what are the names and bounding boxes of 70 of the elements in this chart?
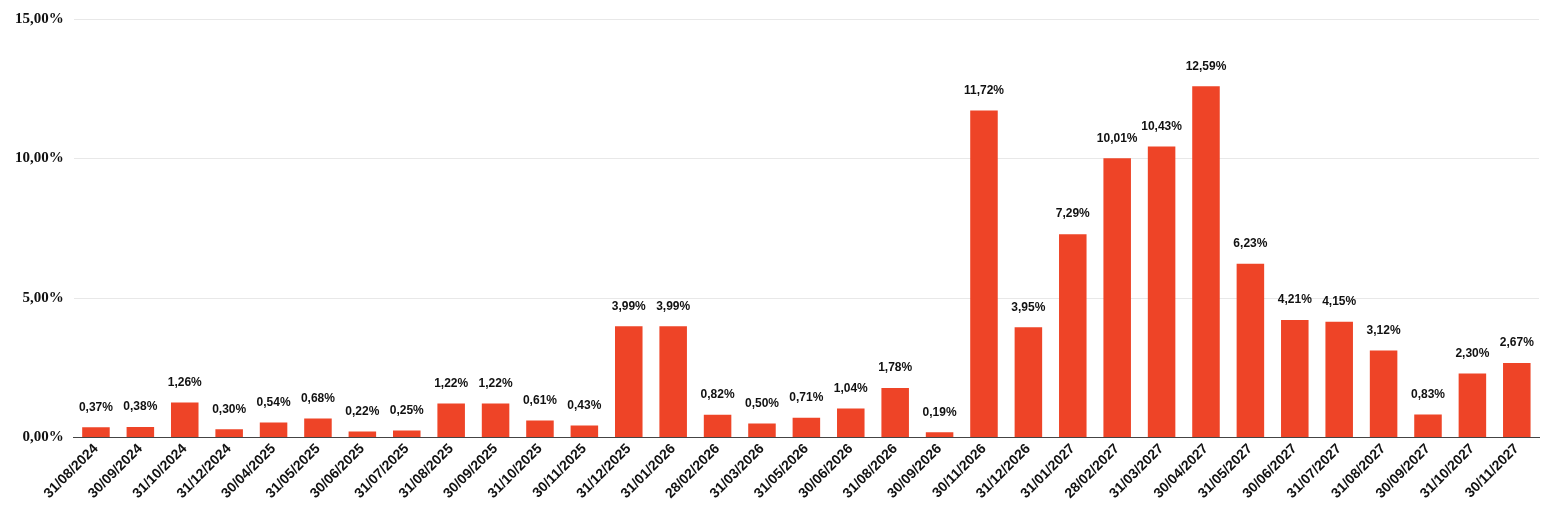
data-label: 4,15% bbox=[1322, 294, 1357, 309]
y-tick-label: 15,00% bbox=[15, 9, 64, 26]
bar bbox=[659, 326, 687, 438]
data-label: 7,29% bbox=[1055, 206, 1091, 221]
bar bbox=[1369, 350, 1398, 438]
bar bbox=[881, 387, 909, 438]
data-label: 0,71% bbox=[789, 390, 824, 405]
data-label: 0,30% bbox=[212, 401, 247, 416]
bar bbox=[215, 429, 243, 438]
bar bbox=[1281, 320, 1309, 438]
bar bbox=[570, 425, 599, 438]
data-label: 3,99% bbox=[656, 298, 691, 313]
data-label: 3,99% bbox=[611, 298, 647, 313]
bar bbox=[526, 420, 554, 438]
data-label: 0,83% bbox=[1410, 386, 1446, 401]
bar bbox=[82, 427, 110, 438]
bar bbox=[1147, 146, 1176, 438]
bar bbox=[348, 431, 377, 438]
bar bbox=[837, 408, 865, 438]
bar bbox=[1236, 263, 1265, 438]
bar bbox=[1103, 158, 1131, 438]
data-label: 10,43% bbox=[1141, 118, 1183, 133]
data-label: 0,50% bbox=[744, 395, 780, 410]
bar bbox=[703, 414, 732, 438]
bar bbox=[1192, 86, 1220, 438]
data-label: 1,26% bbox=[167, 374, 203, 389]
bar bbox=[1014, 327, 1043, 438]
data-label: 11,72% bbox=[963, 82, 1005, 97]
bar bbox=[925, 432, 954, 438]
bar bbox=[1059, 234, 1087, 438]
data-label: 0,68% bbox=[300, 390, 336, 405]
bar bbox=[1503, 363, 1531, 438]
y-tick-label: 10,00% bbox=[15, 149, 64, 166]
y-tick-label: 0,00% bbox=[22, 428, 64, 445]
data-label: 2,30% bbox=[1455, 345, 1490, 360]
data-label: 3,95% bbox=[1011, 299, 1046, 314]
data-label: 1,78% bbox=[878, 360, 913, 375]
bar bbox=[304, 418, 332, 438]
data-label: 0,37% bbox=[78, 399, 114, 414]
y-tick-label: 5,00% bbox=[22, 288, 64, 305]
data-label: 0,82% bbox=[700, 387, 735, 402]
data-label: 0,22% bbox=[345, 403, 380, 418]
bar bbox=[615, 326, 643, 438]
bar bbox=[1414, 414, 1442, 438]
bar bbox=[393, 430, 421, 438]
data-label: 0,19% bbox=[922, 404, 957, 419]
data-label: 0,38% bbox=[123, 399, 158, 414]
data-label: 0,25% bbox=[389, 402, 425, 417]
bar bbox=[792, 417, 821, 438]
data-label: 0,61% bbox=[522, 392, 558, 407]
data-label: 3,12% bbox=[1366, 322, 1401, 337]
data-label: 10,01% bbox=[1096, 130, 1138, 145]
bar bbox=[970, 110, 998, 438]
data-label: 1,04% bbox=[833, 380, 869, 395]
bar bbox=[1458, 373, 1487, 438]
bar bbox=[1325, 321, 1353, 438]
data-label: 6,23% bbox=[1233, 236, 1268, 251]
data-label: 0,54% bbox=[256, 394, 291, 409]
bar bbox=[481, 403, 510, 438]
bar bbox=[170, 402, 199, 438]
data-label: 12,59% bbox=[1185, 58, 1227, 73]
bar bbox=[748, 423, 776, 438]
bar bbox=[437, 403, 465, 438]
data-label: 2,67% bbox=[1499, 335, 1535, 350]
data-label: 4,21% bbox=[1277, 292, 1313, 307]
data-label: 0,43% bbox=[567, 397, 602, 412]
data-label: 1,22% bbox=[478, 375, 513, 390]
bar bbox=[259, 422, 288, 438]
bar bbox=[126, 426, 155, 438]
data-label: 1,22% bbox=[434, 375, 469, 390]
